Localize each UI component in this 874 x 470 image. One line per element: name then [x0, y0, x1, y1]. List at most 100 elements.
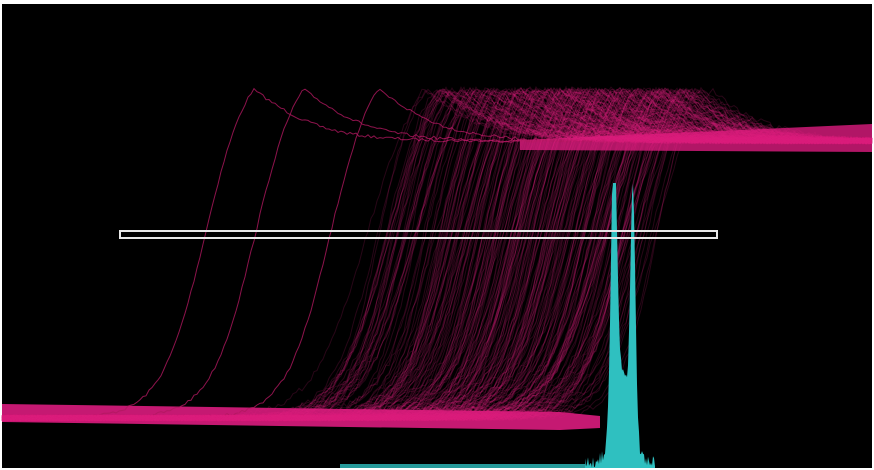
trace	[1, 90, 873, 422]
trace	[1, 87, 873, 422]
trace	[1, 91, 873, 422]
trace	[1, 88, 873, 422]
trace	[1, 90, 873, 422]
trace	[1, 86, 873, 422]
trace	[1, 90, 873, 422]
trace	[1, 90, 873, 422]
trace	[1, 90, 873, 422]
trace	[1, 87, 873, 422]
trace	[1, 88, 873, 422]
trace	[1, 90, 873, 422]
trace	[1, 88, 873, 422]
trace	[1, 88, 873, 422]
trace	[2, 88, 873, 422]
trace	[1, 91, 873, 422]
trace	[1, 88, 873, 422]
trace	[1, 87, 873, 422]
trace	[1, 91, 873, 423]
trace	[1, 89, 873, 422]
trace	[1, 87, 873, 422]
trace	[1, 89, 873, 422]
trace	[1, 87, 873, 422]
trace	[1, 89, 873, 422]
trace	[1, 89, 873, 422]
trace	[1, 88, 873, 422]
trace	[1, 89, 873, 422]
trace	[1, 87, 873, 422]
trace	[1, 89, 873, 422]
trace	[1, 87, 873, 422]
trace	[1, 88, 873, 422]
trace	[2, 89, 873, 422]
trace	[1, 92, 873, 422]
trace	[1, 86, 873, 422]
trace	[1, 90, 873, 422]
trace	[1, 91, 873, 422]
trace	[1, 88, 873, 422]
trace	[1, 90, 873, 422]
trace	[1, 86, 873, 422]
trace	[1, 86, 873, 422]
trace	[1, 89, 873, 423]
trace	[1, 90, 873, 422]
trace	[2, 90, 873, 422]
trace	[1, 90, 873, 422]
trace	[1, 88, 873, 422]
trace	[1, 90, 873, 422]
trace	[1, 89, 873, 422]
trace	[1, 90, 873, 422]
trace	[1, 88, 873, 420]
trace	[1, 90, 873, 422]
trace	[1, 87, 873, 422]
trace	[1, 89, 873, 422]
trace	[1, 86, 873, 422]
trace	[1, 91, 873, 422]
trace	[1, 87, 873, 422]
trace	[1, 89, 873, 422]
trace	[1, 88, 873, 422]
trace	[1, 89, 872, 422]
trace	[1, 89, 873, 422]
trace	[1, 87, 873, 422]
trace	[1, 88, 873, 422]
trace	[1, 90, 873, 422]
trace	[1, 89, 873, 422]
trace	[1, 88, 873, 422]
trace	[1, 89, 873, 422]
trace	[1, 89, 873, 422]
trace	[1, 88, 873, 422]
trace	[1, 89, 873, 422]
trace	[1, 89, 872, 422]
trace	[1, 92, 873, 422]
trace	[1, 89, 873, 422]
trace	[1, 90, 873, 422]
trace	[1, 88, 873, 422]
trace	[1, 87, 873, 422]
trace	[1, 92, 873, 422]
trace	[1, 89, 873, 422]
trace	[1, 92, 873, 422]
trace	[2, 90, 873, 422]
trace	[1, 87, 873, 422]
trace	[1, 88, 873, 422]
trace	[1, 90, 873, 422]
trace	[1, 90, 873, 422]
trace	[1, 89, 873, 422]
trace	[1, 87, 873, 422]
trace	[1, 90, 873, 422]
trace	[1, 91, 873, 422]
trace	[1, 87, 873, 422]
trace	[1, 87, 873, 422]
trace	[1, 89, 873, 422]
trace	[1, 89, 873, 422]
trace	[1, 90, 873, 422]
trace	[1, 87, 873, 422]
trace	[1, 87, 873, 422]
trace	[1, 88, 873, 422]
trace	[1, 87, 873, 422]
trace	[1, 87, 873, 422]
histogram-floor	[340, 464, 585, 468]
trace	[1, 87, 872, 422]
settled-band	[520, 124, 872, 152]
trace	[1, 90, 873, 422]
